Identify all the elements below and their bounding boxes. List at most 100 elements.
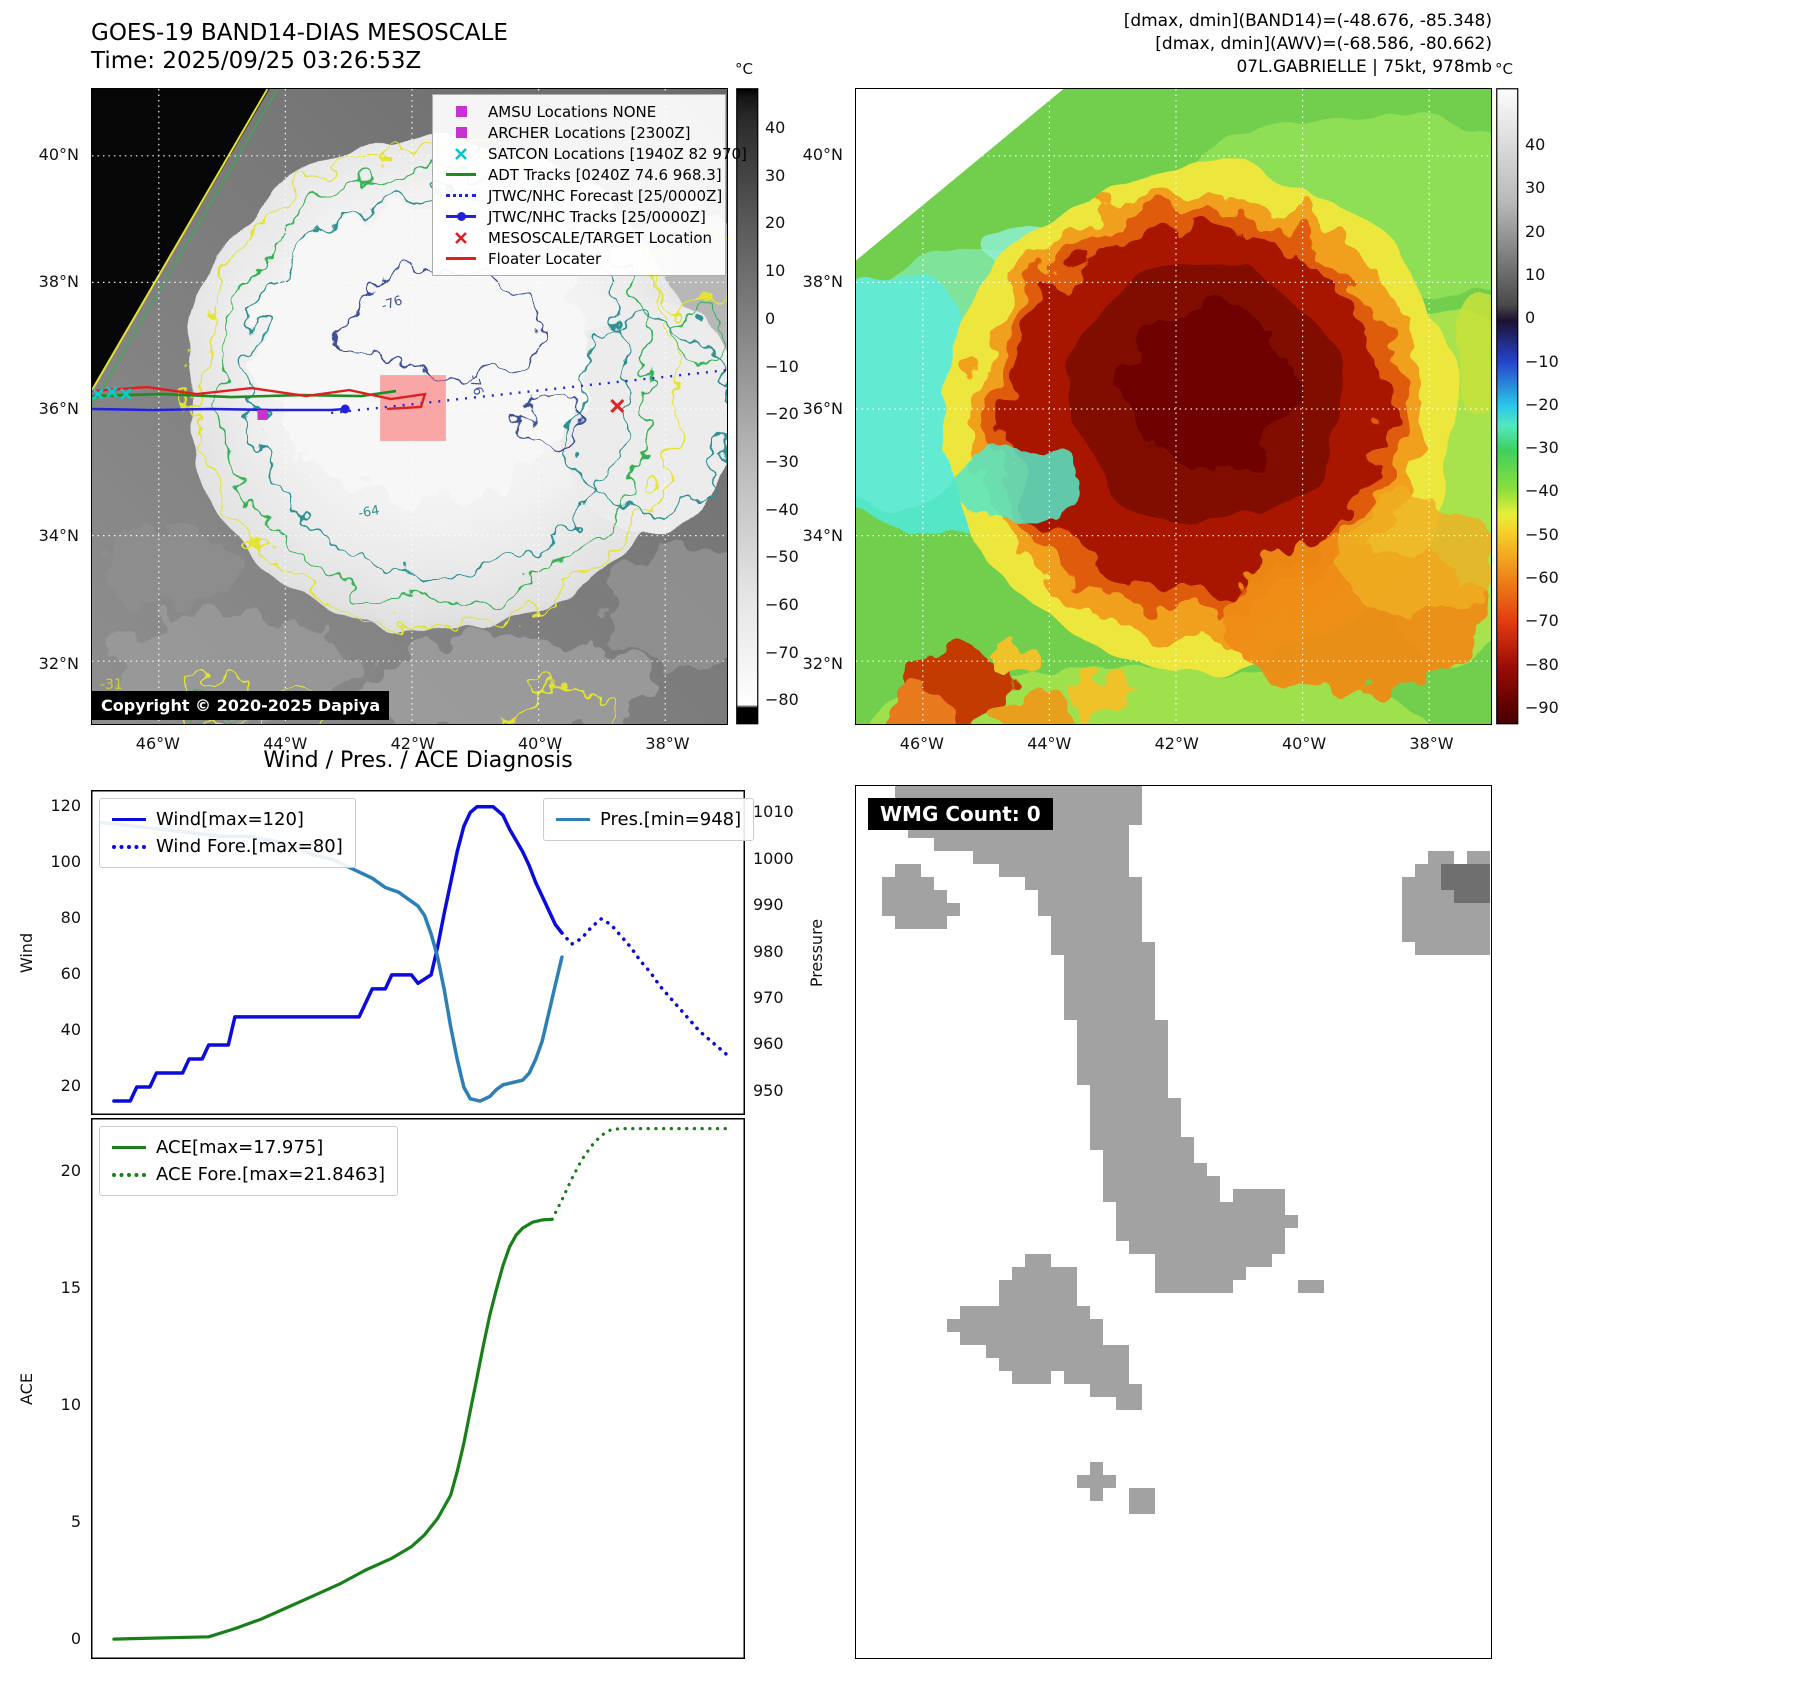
lat-tick-label: 34°N bbox=[38, 526, 79, 546]
map-legend-label: MESOSCALE/TARGET Location bbox=[488, 228, 713, 247]
lon-tick-label: 38°W bbox=[645, 734, 690, 753]
lat-tick-label: 32°N bbox=[38, 653, 79, 673]
y-tick-label: 120 bbox=[50, 795, 81, 815]
colorbar-unit-label: °C bbox=[735, 60, 753, 78]
band14-colorbar bbox=[736, 88, 759, 725]
chart-legend: Pres.[min=948] bbox=[543, 798, 755, 841]
colorbar-unit-label: °C bbox=[1495, 60, 1513, 78]
series-line bbox=[112, 805, 564, 1103]
outer-convection bbox=[875, 447, 1491, 724]
contour-label: -64 bbox=[357, 503, 380, 521]
floater-locater-line bbox=[92, 385, 427, 411]
legend-line-sample bbox=[112, 1146, 146, 1149]
awv-header: [dmax, dmin](BAND14)=(-48.676, -85.348) … bbox=[892, 10, 1492, 79]
colorbar-tick-label: 20 bbox=[765, 213, 786, 233]
y2-tick-label: 1000 bbox=[753, 848, 794, 868]
colorbar-tick-label: −10 bbox=[1525, 351, 1559, 371]
awv-satellite-map bbox=[855, 88, 1492, 725]
lat-tick-label: 36°N bbox=[38, 399, 79, 419]
map-legend-item: ARCHER Locations [2300Z] bbox=[442, 122, 716, 143]
colorbar-tick-label: −90 bbox=[1525, 698, 1559, 718]
map-legend-item: MESOSCALE/TARGET Location bbox=[442, 227, 716, 248]
map-legend-label: Floater Locater bbox=[488, 249, 602, 268]
map-legend-label: SATCON Locations [1940Z 82 970] bbox=[488, 144, 747, 163]
colorbar-tick-label: −40 bbox=[765, 499, 799, 519]
contour-label: -31 bbox=[100, 677, 123, 693]
map-legend-item: AMSU Locations NONE bbox=[442, 101, 716, 122]
line-marker-icon bbox=[442, 167, 480, 183]
chart-legend: Wind[max=120] Wind Fore.[max=80] bbox=[99, 798, 356, 868]
chart-legend-item: Pres.[min=948] bbox=[556, 806, 741, 833]
map-legend-item: Floater Locater bbox=[442, 248, 716, 269]
colorbar-tick-label: −60 bbox=[1525, 568, 1559, 588]
axis-title-wind: Wind bbox=[17, 932, 36, 973]
map-legend-label: ADT Tracks [0240Z 74.6 968.3] bbox=[488, 165, 722, 184]
band14-time: Time: 2025/09/25 03:26:53Z bbox=[91, 48, 422, 74]
jtwc-forecast-dotted-line bbox=[331, 368, 727, 415]
awv-colorbar bbox=[1496, 88, 1519, 725]
y-tick-label: 5 bbox=[70, 1512, 81, 1532]
lat-tick-label: 40°N bbox=[802, 144, 843, 164]
colorbar-tick-label: 0 bbox=[1525, 308, 1536, 328]
wedge-edge-contour2 bbox=[92, 89, 279, 407]
colorbar-tick-label: −80 bbox=[1525, 654, 1559, 674]
colorbar-tick-label: −80 bbox=[765, 690, 799, 710]
header-line-storm-id: 07L.GABRIELLE | 75kt, 978mb bbox=[1236, 57, 1492, 77]
lon-tick-label: 44°W bbox=[263, 734, 308, 753]
map-legend-item: SATCON Locations [1940Z 82 970] bbox=[442, 143, 747, 164]
square-marker-icon bbox=[442, 104, 480, 120]
series-line bbox=[560, 917, 731, 1058]
lat-tick-label: 34°N bbox=[802, 526, 843, 546]
series-line bbox=[112, 1217, 554, 1641]
colorbar-tick-label: 30 bbox=[765, 165, 786, 185]
lat-tick-label: 40°N bbox=[38, 144, 79, 164]
diagnosis-title: Wind / Pres. / ACE Diagnosis bbox=[263, 748, 573, 773]
legend-label: ACE[max=17.975] bbox=[156, 1137, 324, 1158]
map-legend-item: JTWC/NHC Forecast [25/0000Z] bbox=[442, 185, 722, 206]
ace-chart bbox=[91, 1118, 745, 1659]
wmg-pixel-cells bbox=[882, 786, 1493, 1514]
colorbar-tick-label: −20 bbox=[1525, 394, 1559, 414]
colorbar-tick-label: −70 bbox=[1525, 611, 1559, 631]
y-tick-label: 40 bbox=[60, 1019, 81, 1039]
chart-legend-item: Wind[max=120] bbox=[112, 806, 343, 833]
wedge-edge-contour bbox=[92, 89, 269, 391]
jtwc-track-dot bbox=[340, 404, 350, 414]
lat-tick-label: 36°N bbox=[802, 399, 843, 419]
colorbar-tick-label: −70 bbox=[765, 642, 799, 662]
colorbar-tick-label: −20 bbox=[765, 404, 799, 424]
lon-tick-label: 42°W bbox=[390, 734, 435, 753]
contour-label: -76 bbox=[380, 293, 405, 314]
map-legend-item: JTWC/NHC Tracks [25/0000Z] bbox=[442, 206, 716, 227]
lon-tick-label: 42°W bbox=[1154, 734, 1199, 753]
line-marker-icon bbox=[442, 251, 480, 267]
map-legend-label: ARCHER Locations [2300Z] bbox=[488, 123, 691, 142]
map-legend-label: JTWC/NHC Tracks [25/0000Z] bbox=[488, 207, 706, 226]
wmg-masked-region-map bbox=[882, 786, 1493, 1514]
y2-tick-label: 970 bbox=[753, 987, 784, 1007]
colorbar-tick-label: 40 bbox=[765, 118, 786, 138]
colorbar-tick-label: 40 bbox=[1525, 134, 1546, 154]
y2-tick-label: 950 bbox=[753, 1080, 784, 1100]
y-tick-label: 100 bbox=[50, 851, 81, 871]
chart-legend-item: ACE[max=17.975] bbox=[112, 1134, 385, 1161]
y2-tick-label: 960 bbox=[753, 1034, 784, 1054]
y-tick-label: 10 bbox=[60, 1395, 81, 1415]
dotted-marker-icon bbox=[442, 188, 480, 204]
y2-tick-label: 1010 bbox=[753, 802, 794, 822]
satcon-x-icon bbox=[92, 386, 132, 400]
y-tick-label: 60 bbox=[60, 963, 81, 983]
lat-tick-label: 38°N bbox=[38, 271, 79, 291]
colorbar-tick-label: −10 bbox=[765, 356, 799, 376]
legend-line-sample bbox=[112, 818, 146, 821]
no-data-wedge bbox=[856, 89, 1064, 261]
colorbar-tick-label: −60 bbox=[765, 595, 799, 615]
series-line bbox=[550, 1127, 728, 1221]
x-marker-icon bbox=[442, 230, 480, 246]
storm-cold-core bbox=[942, 166, 1458, 670]
lon-tick-label: 38°W bbox=[1409, 734, 1454, 753]
axis-title-ace: ACE bbox=[17, 1372, 36, 1405]
copyright-banner: Copyright © 2020-2025 Dapiya bbox=[92, 691, 390, 720]
legend-line-sample bbox=[112, 844, 146, 849]
